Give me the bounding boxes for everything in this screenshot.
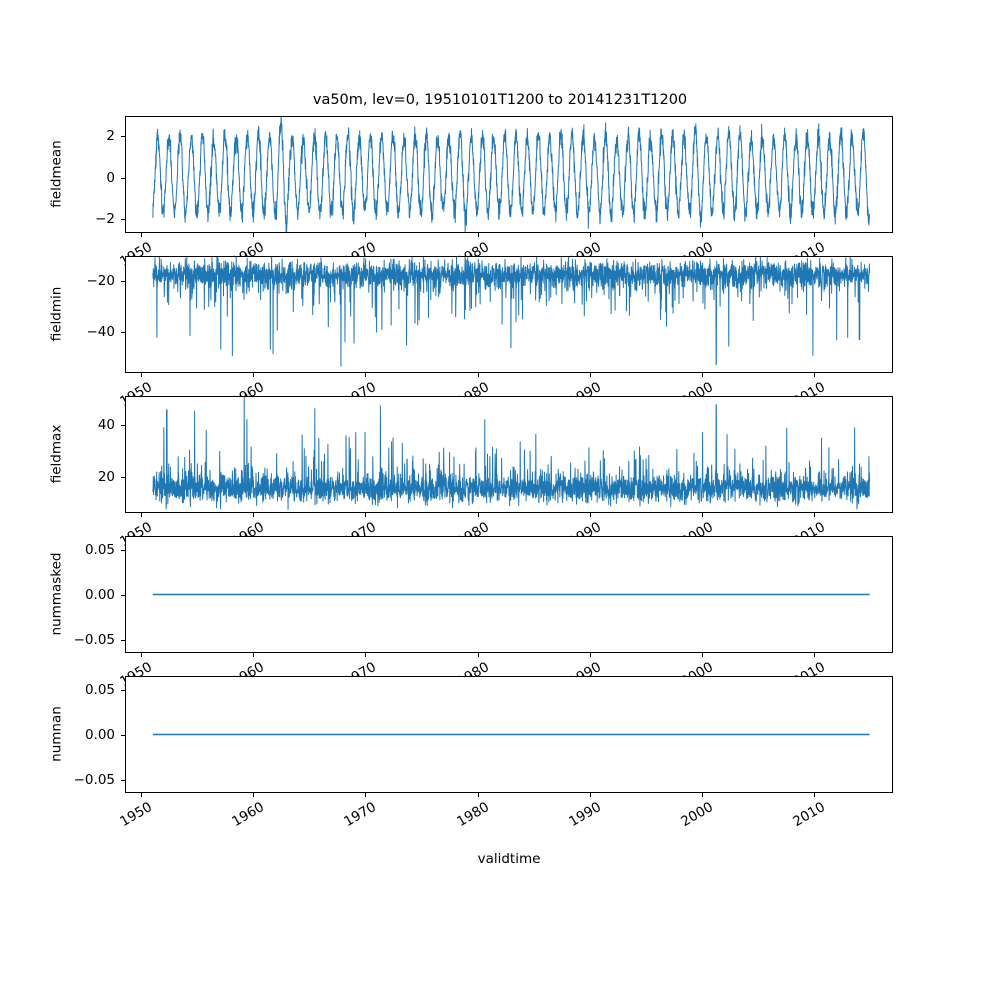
y-tick-label-numnan-2: −0.05 <box>73 771 115 788</box>
y-tick-mark <box>121 594 125 596</box>
y-tick-mark <box>121 689 125 691</box>
y-tick-label-nummasked-0: 0.05 <box>84 541 115 558</box>
x-tick-mark <box>477 653 479 657</box>
x-tick-mark <box>702 793 704 797</box>
x-tick-mark <box>477 513 479 517</box>
y-tick-mark <box>121 177 125 179</box>
series-line-fieldmean <box>152 117 871 232</box>
x-tick-mark <box>140 513 142 517</box>
x-tick-mark <box>589 513 591 517</box>
x-tick-label-numnan-1: 1960 <box>229 799 267 831</box>
x-tick-mark <box>365 373 367 377</box>
y-tick-label-numnan-1: 0.00 <box>84 726 115 743</box>
y-tick-mark <box>121 476 125 478</box>
x-tick-mark <box>589 793 591 797</box>
y-tick-label-fieldmin-0: −20 <box>86 273 116 290</box>
x-tick-mark <box>253 233 255 237</box>
x-tick-mark <box>477 233 479 237</box>
y-tick-mark <box>121 219 125 221</box>
y-tick-mark <box>121 779 125 781</box>
x-tick-mark <box>702 373 704 377</box>
y-axis-label-numnan: numnan <box>48 705 64 762</box>
x-tick-mark <box>477 793 479 797</box>
x-tick-mark <box>702 513 704 517</box>
x-tick-label-numnan-4: 1990 <box>566 799 604 831</box>
y-tick-label-fieldmax-0: 40 <box>97 416 115 433</box>
plot-panel-fieldmean <box>125 116 893 233</box>
x-tick-mark <box>702 233 704 237</box>
x-tick-mark <box>365 653 367 657</box>
plot-panel-numnan <box>125 676 893 793</box>
y-tick-label-fieldmean-2: −2 <box>95 211 115 228</box>
x-tick-mark <box>589 653 591 657</box>
x-tick-label-numnan-6: 2010 <box>790 799 829 831</box>
x-tick-label-numnan-0: 1950 <box>116 799 155 831</box>
y-tick-mark <box>121 281 125 283</box>
series-line-nummasked <box>152 593 871 596</box>
y-tick-label-numnan-0: 0.05 <box>84 681 115 698</box>
series-line-fieldmax <box>152 397 871 510</box>
x-tick-mark <box>589 233 591 237</box>
x-tick-mark <box>589 373 591 377</box>
y-tick-mark <box>121 734 125 736</box>
y-tick-label-nummasked-2: −0.05 <box>73 631 115 648</box>
x-tick-mark <box>365 793 367 797</box>
plot-area-fieldmean <box>126 117 892 232</box>
y-tick-mark <box>121 549 125 551</box>
x-tick-mark <box>140 373 142 377</box>
x-tick-mark <box>253 653 255 657</box>
x-axis-label: validtime <box>477 851 541 867</box>
y-tick-label-fieldmax-1: 20 <box>97 468 115 485</box>
plot-panel-fieldmax <box>125 396 893 513</box>
x-tick-mark <box>814 373 816 377</box>
x-tick-mark <box>814 513 816 517</box>
plot-area-numnan <box>126 677 892 792</box>
plot-panel-fieldmin <box>125 256 893 373</box>
plot-panel-nummasked <box>125 536 893 653</box>
x-tick-mark <box>814 793 816 797</box>
x-tick-mark <box>140 233 142 237</box>
x-tick-mark <box>365 513 367 517</box>
x-tick-mark <box>814 653 816 657</box>
x-tick-label-numnan-3: 1980 <box>453 799 492 831</box>
x-tick-mark <box>702 653 704 657</box>
y-tick-label-fieldmean-0: 2 <box>106 127 115 144</box>
plot-area-fieldmin <box>126 257 892 372</box>
series-line-fieldmin <box>152 257 871 367</box>
plot-area-nummasked <box>126 537 892 652</box>
y-tick-mark <box>121 135 125 137</box>
y-tick-label-nummasked-1: 0.00 <box>84 586 115 603</box>
x-tick-mark <box>253 513 255 517</box>
x-tick-mark <box>253 373 255 377</box>
y-tick-mark <box>121 424 125 426</box>
series-line-numnan <box>152 733 871 736</box>
figure-title: va50m, lev=0, 19510101T1200 to 20141231T… <box>312 92 688 108</box>
y-tick-label-fieldmean-1: 0 <box>106 169 115 186</box>
y-tick-mark <box>121 332 125 334</box>
plot-area-fieldmax <box>126 397 892 512</box>
x-tick-mark <box>814 233 816 237</box>
x-tick-mark <box>253 793 255 797</box>
x-tick-label-numnan-5: 2000 <box>678 799 717 831</box>
x-tick-mark <box>140 653 142 657</box>
x-tick-mark <box>477 373 479 377</box>
x-tick-mark <box>365 233 367 237</box>
y-tick-label-fieldmin-1: −40 <box>86 324 116 341</box>
y-tick-mark <box>121 639 125 641</box>
x-tick-label-numnan-2: 1970 <box>341 799 380 831</box>
x-tick-mark <box>140 793 142 797</box>
